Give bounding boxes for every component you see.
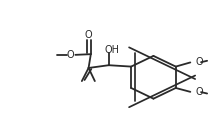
Text: O: O (85, 30, 93, 40)
Text: O: O (67, 50, 74, 60)
Text: O: O (196, 87, 203, 97)
Text: OH: OH (105, 45, 120, 55)
Text: O: O (196, 57, 203, 67)
